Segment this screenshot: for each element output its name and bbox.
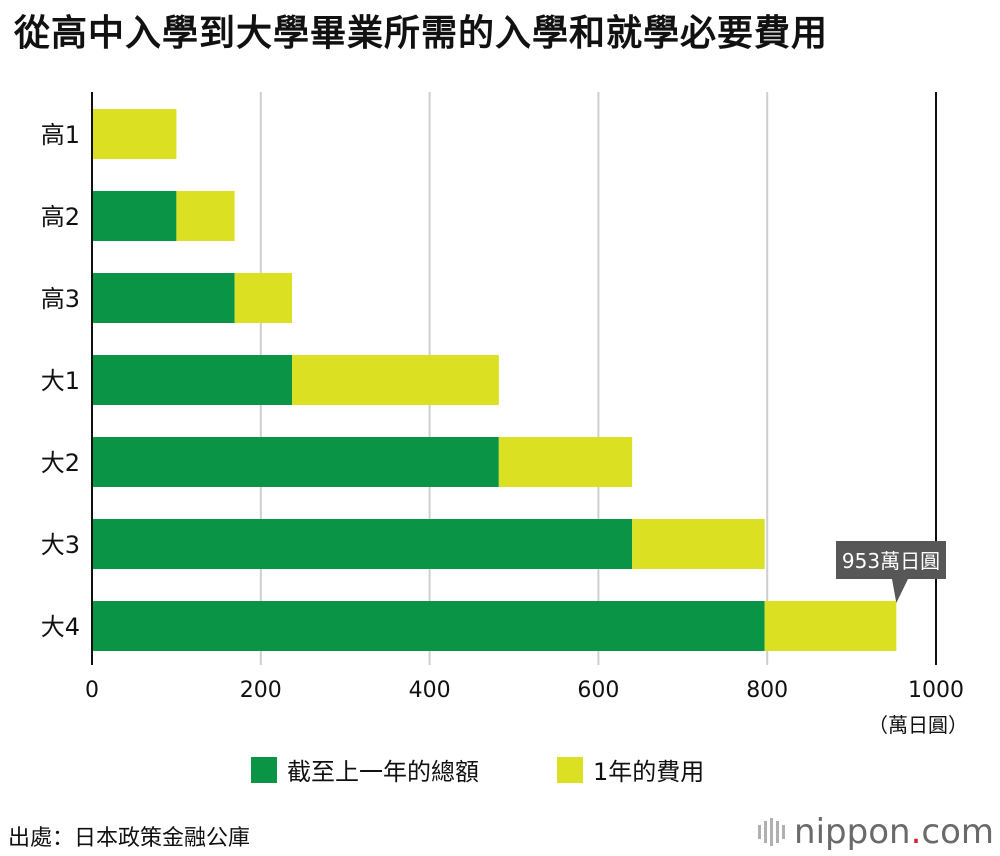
bar-annual — [292, 355, 499, 405]
x-tick-label: 1000 — [908, 678, 964, 703]
legend-item-cumulative: 截至上一年的總額 — [251, 752, 479, 787]
bar-cumulative — [92, 191, 177, 241]
logo-dot: . — [910, 812, 922, 852]
x-tick-label: 200 — [240, 678, 282, 703]
bar-cumulative — [92, 601, 765, 651]
x-tick-label: 800 — [746, 678, 788, 703]
logo-text: nippon — [794, 812, 911, 852]
bar-cumulative — [92, 273, 235, 323]
bar-annual — [498, 437, 633, 487]
bar-annual — [764, 601, 897, 651]
bar-annual — [234, 273, 293, 323]
legend-label-annual: 1年的費用 — [593, 758, 705, 786]
annotation-box — [836, 541, 946, 579]
legend: 截至上一年的總額 1年的費用 — [0, 752, 1000, 788]
category-label: 大1 — [41, 367, 80, 395]
source-note: 出處：日本政策金融公庫 — [8, 826, 251, 851]
bar-cumulative — [92, 437, 499, 487]
bar-cumulative — [92, 519, 633, 569]
category-label: 大4 — [41, 613, 80, 641]
nippon-logo: nippon. com — [758, 812, 994, 852]
bar-annual — [92, 109, 177, 159]
bar-cumulative — [92, 355, 293, 405]
bar-annual — [176, 191, 235, 241]
x-tick-label: 400 — [409, 678, 451, 703]
annotation-label: 953萬日圓 — [842, 549, 940, 573]
legend-swatch-cumulative — [251, 756, 277, 783]
chart-title: 從高中入學到大學畢業所需的入學和就學必要費用 — [14, 13, 829, 54]
annotation-pointer — [892, 579, 908, 603]
bar-chart: 0 200 400 600 800 1000 （萬日圓） 高1 高2 高3 大1 大2 大3 大4 953萬… — [41, 92, 968, 737]
legend-item-annual: 1年的費用 — [557, 752, 704, 787]
x-tick-label: 0 — [85, 678, 99, 703]
x-tick-label: 600 — [577, 678, 619, 703]
logo-bars-icon — [758, 818, 788, 846]
category-label: 高2 — [41, 203, 80, 231]
category-label: 大3 — [41, 531, 80, 559]
category-label: 高3 — [41, 285, 80, 313]
bar-annual — [632, 519, 765, 569]
legend-swatch-annual — [557, 756, 583, 783]
legend-label-cumulative: 截至上一年的總額 — [287, 758, 479, 786]
category-label: 高1 — [41, 121, 80, 149]
x-unit-label: （萬日圓） — [868, 713, 968, 737]
category-label: 大2 — [41, 449, 80, 477]
logo-suffix: com — [921, 812, 994, 852]
